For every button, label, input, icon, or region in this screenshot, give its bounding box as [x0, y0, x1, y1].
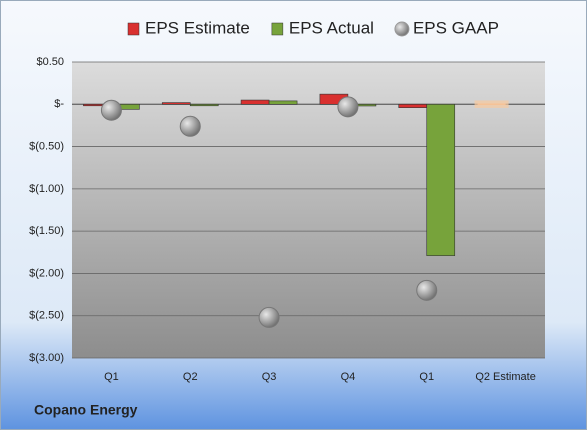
gaap-point [100, 99, 122, 121]
bar [474, 100, 509, 108]
gaap-point [258, 306, 280, 328]
plot-area [72, 62, 545, 358]
y-tick-label: $(2.00) [29, 267, 64, 279]
x-tick-label: Q2 Estimate [475, 371, 536, 383]
legend-label: EPS GAAP [413, 18, 499, 37]
legend-marker [127, 22, 140, 36]
y-tick-label: $(2.50) [29, 310, 64, 322]
gaap-point [416, 279, 438, 301]
y-tick-label: $- [54, 98, 64, 110]
bar [189, 103, 219, 107]
legend-marker [271, 22, 284, 36]
footer: Copano Energy [34, 402, 138, 418]
x-tick-label: Q3 [262, 371, 277, 383]
legend-marker [394, 21, 410, 37]
bar [426, 103, 456, 256]
y-tick-label: $(1.00) [29, 183, 64, 195]
x-tick-label: Q4 [341, 371, 356, 383]
y-tick-label: $(0.50) [29, 140, 64, 152]
y-tick-label: $(1.50) [29, 225, 64, 237]
gaap-point [337, 96, 359, 118]
x-tick-label: Q1 [419, 371, 434, 383]
x-tick-label: Q2 [183, 371, 198, 383]
x-tick-label: Q1 [104, 371, 119, 383]
legend-label: EPS Estimate [145, 18, 250, 37]
bar [240, 99, 270, 105]
y-tick-label: $(3.00) [29, 352, 64, 364]
gaap-point [179, 115, 201, 137]
y-tick-label: $0.50 [36, 56, 64, 68]
bar [161, 102, 191, 105]
legend-label: EPS Actual [289, 18, 374, 37]
bar [268, 100, 298, 105]
bar [398, 103, 428, 108]
